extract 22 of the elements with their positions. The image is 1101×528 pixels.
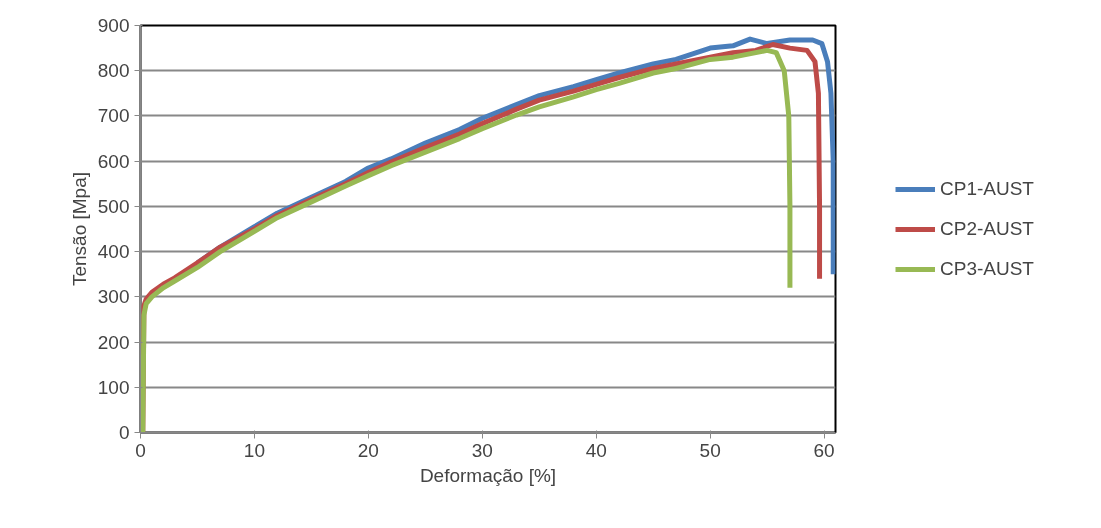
y-tick-label: 900 xyxy=(97,15,130,36)
x-tick-label: 30 xyxy=(471,439,493,461)
legend-label: CP1-AUST xyxy=(940,177,1034,200)
y-tick-label: 200 xyxy=(97,331,130,353)
y-tick-label: 400 xyxy=(97,241,130,263)
x-tick-label: 10 xyxy=(243,439,266,461)
y-tick-label: 0 xyxy=(118,422,130,443)
x-tick-label: 20 xyxy=(357,439,379,461)
x-tick-label: 0 xyxy=(135,439,146,461)
legend-label: CP3-AUST xyxy=(940,257,1034,280)
y-tick-label: 500 xyxy=(97,195,130,217)
x-axis-title: Deformação [%] xyxy=(419,464,557,486)
y-tick-label: 700 xyxy=(97,105,130,127)
y-tick-label: 300 xyxy=(97,286,130,308)
x-tick-label: 60 xyxy=(813,439,835,461)
legend-label: CP2-AUST xyxy=(940,217,1034,240)
y-tick-label: 600 xyxy=(97,150,130,172)
y-axis-title: Tensão [Mpa] xyxy=(68,171,90,287)
x-tick-label: 50 xyxy=(699,439,721,461)
y-tick-label: 100 xyxy=(97,376,130,398)
y-tick-label: 800 xyxy=(97,60,130,82)
x-tick-label: 40 xyxy=(585,439,607,461)
